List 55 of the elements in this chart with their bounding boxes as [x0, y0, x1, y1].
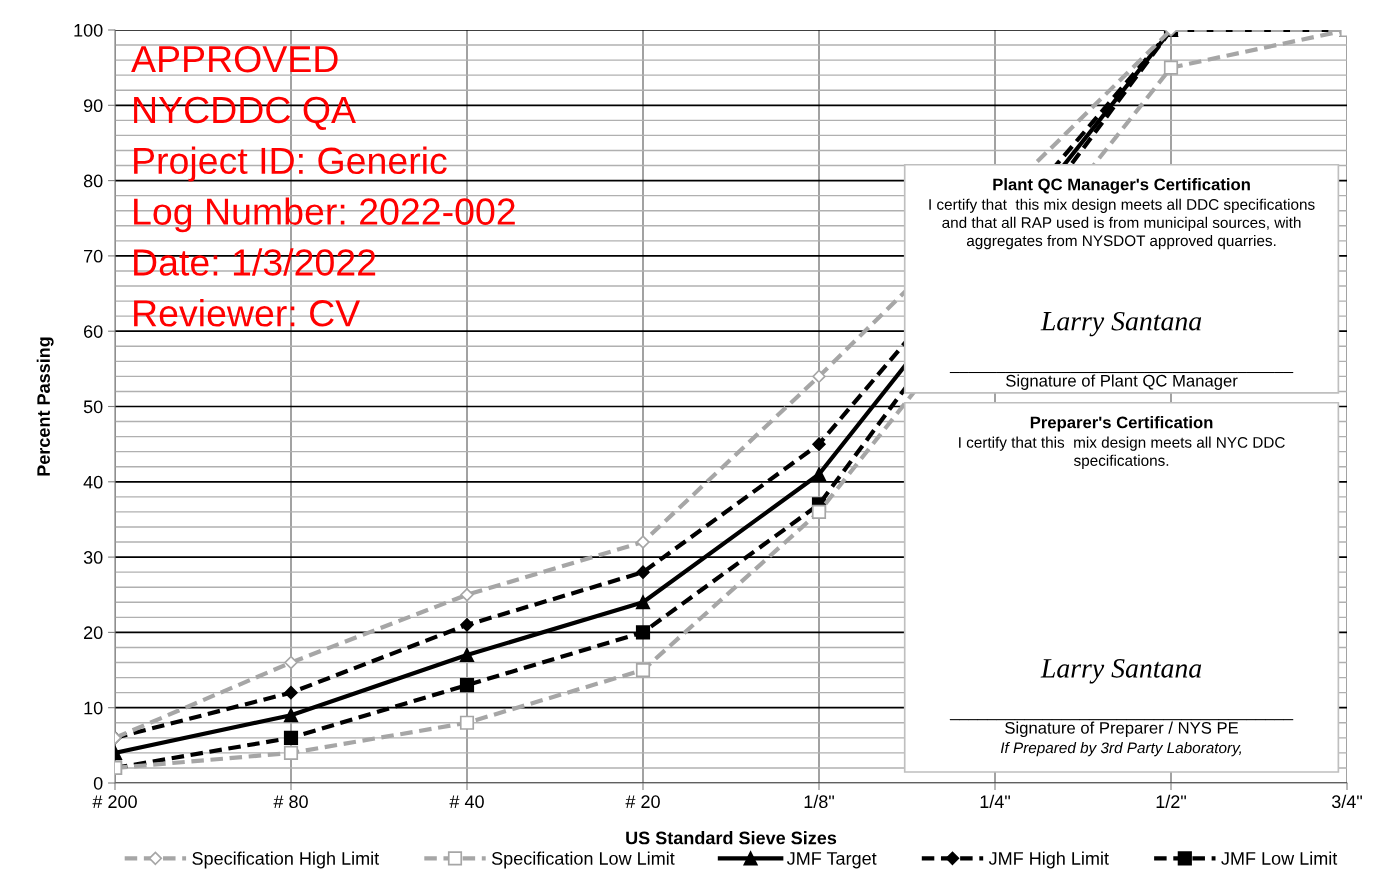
y-axis-title: Percent Passing: [36, 337, 54, 476]
legend-label: Specification High Limit: [192, 851, 380, 869]
y-tick-label: 100: [74, 23, 103, 37]
y-tick-label: 80: [83, 174, 103, 188]
point: [812, 437, 826, 451]
legend-label: JMF High Limit: [988, 851, 1109, 869]
annotation: I certify that this mix design meets all DDC specifications and that all RAP used is from municipal sources, with aggregates from NYSDOT approved quarries.: [929, 198, 1315, 250]
y-tick-label: 70: [84, 249, 103, 263]
point: [635, 625, 651, 640]
point: [459, 647, 475, 663]
point: [284, 685, 298, 700]
point: [636, 565, 650, 579]
annotation: _____________________________________ Signature of Plant QC Manager: [949, 371, 1294, 390]
annotation: Log Number: 2022-002: [134, 197, 515, 233]
point: [459, 715, 475, 730]
annotation: Larry Santana: [1040, 311, 1202, 337]
annotation: Plant QC Manager's Certification: [993, 178, 1250, 194]
x-tick-label: 3/4": [1331, 794, 1362, 809]
annotation: If Prepared by 3rd Party Laboratory,: [1000, 741, 1242, 757]
y-tick-label: 60: [84, 325, 103, 338]
point: [635, 595, 651, 610]
annotation: _____________________________________ Signature of Preparer / NYS PE: [949, 719, 1294, 738]
x-tick-label: # 20: [625, 795, 660, 809]
x-tick-label: # 80: [273, 795, 308, 809]
x-tick-label: # 40: [449, 795, 484, 809]
point: [460, 618, 474, 632]
y-tick-label: 20: [84, 626, 103, 640]
x-tick-label: 1/4": [980, 794, 1010, 809]
y-tick-label: 40: [83, 475, 103, 489]
y-tick-label: 50: [83, 400, 103, 414]
legend-label: Specification Low Limit: [491, 851, 675, 869]
y-tick-label: 0: [93, 776, 103, 790]
point: [283, 730, 299, 745]
x-tick-label: 1/2": [1156, 794, 1186, 809]
annotation: Project ID: Generic: [134, 146, 447, 182]
y-tick-label: 10: [84, 701, 103, 715]
legend-label: JMF Low Limit: [1221, 851, 1338, 865]
annotation: Reviewer: CV: [134, 299, 361, 327]
point: [283, 745, 299, 760]
point: [283, 708, 299, 723]
x-axis-title: US Standard Sieve Sizes: [626, 831, 837, 845]
point: [811, 467, 827, 482]
point: [811, 504, 827, 520]
annotation: I certify that this mix design meets all NYC DDC specifications.: [959, 436, 1285, 469]
y-tick-label: 30: [83, 551, 103, 564]
legend-label: JMF Target: [786, 852, 877, 869]
annotation: APPROVED: [131, 45, 338, 73]
x-tick-label: # 200: [92, 795, 137, 809]
point: [635, 662, 651, 678]
point: [459, 678, 475, 693]
point: [1163, 60, 1179, 75]
x-tick-label: 1/8": [804, 794, 834, 809]
y-tick-label: 90: [83, 99, 103, 113]
annotation: Larry Santana: [1040, 659, 1202, 684]
annotation: Preparer's Certification: [1030, 416, 1213, 432]
